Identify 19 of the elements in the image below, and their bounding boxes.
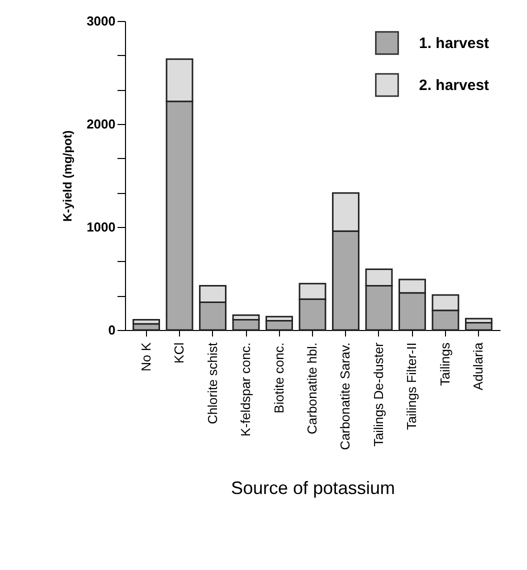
x-tick-label: Tailings De-duster bbox=[370, 342, 386, 447]
x-tick-label: K-feldspar conc. bbox=[238, 342, 254, 436]
x-tick-label: Biotite conc. bbox=[271, 342, 286, 414]
x-tick-label: Tailings bbox=[437, 342, 452, 386]
y-tick-label: 3000 bbox=[86, 14, 116, 28]
legend-label: 1. harvest bbox=[419, 35, 490, 52]
x-tick-label: Chlorite schist bbox=[204, 342, 220, 424]
x-tick-label: Adularia bbox=[470, 342, 486, 390]
y-axis-title: K-yield (mg/pot) bbox=[60, 130, 75, 222]
x-tick-label: KCl bbox=[172, 342, 187, 364]
x-axis-title: Source of potassium bbox=[230, 478, 396, 498]
x-tick-label: Tailings Filter-II bbox=[404, 342, 420, 430]
y-tick-label: 0 bbox=[108, 322, 116, 338]
x-tick-label: Carbonatite Sarav. bbox=[338, 342, 353, 450]
y-tick-label: 2000 bbox=[86, 116, 116, 132]
x-tick-label: No K bbox=[138, 342, 154, 372]
legend-label: 2. harvest bbox=[419, 77, 490, 94]
y-tick-label: 1000 bbox=[86, 220, 116, 234]
x-tick-label: Carbonatite hbl. bbox=[304, 342, 320, 434]
